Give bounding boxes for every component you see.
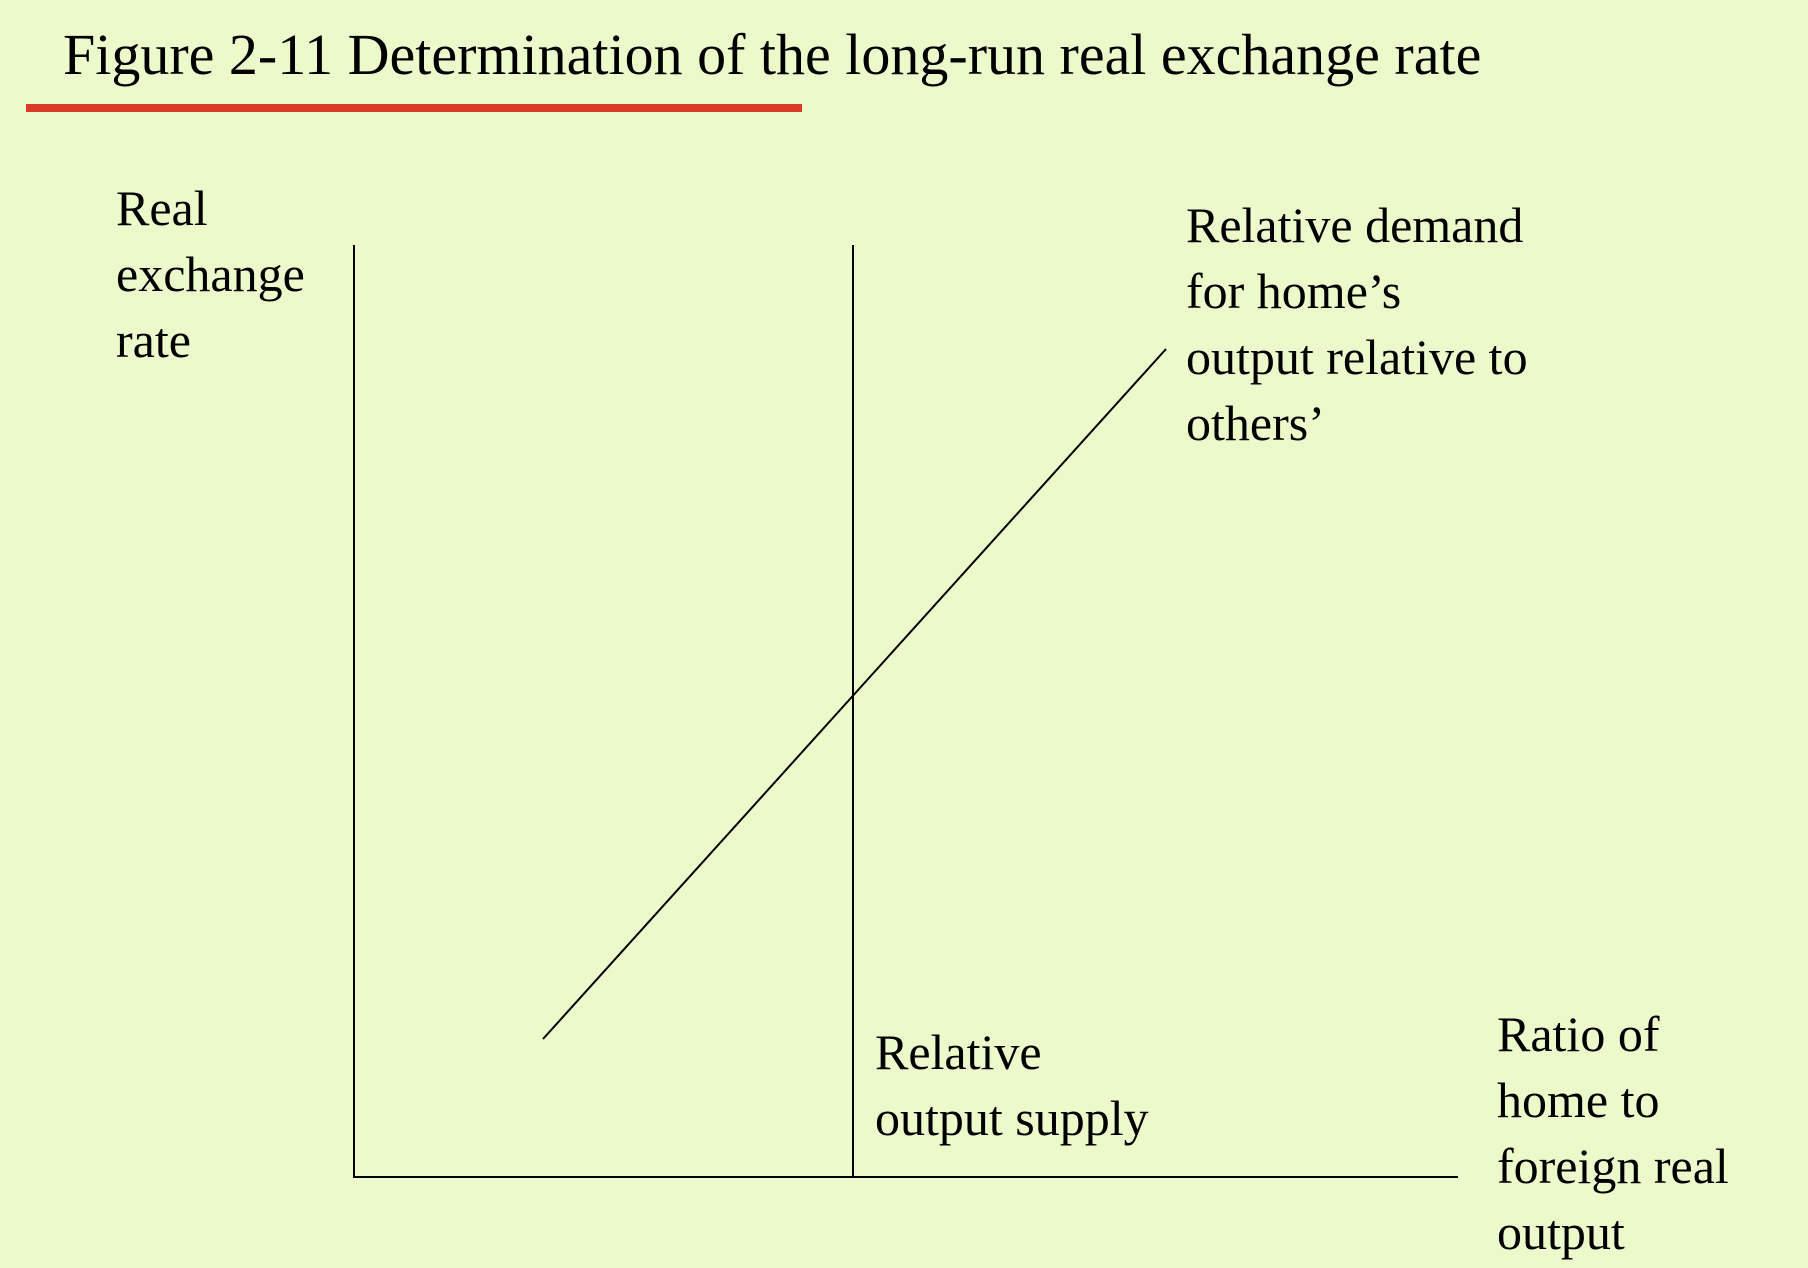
x-axis-label-line: home to [1497, 1072, 1660, 1128]
y-axis-label-line: Real [116, 180, 208, 236]
x-axis-label-line: foreign real [1497, 1138, 1729, 1194]
demand-curve-label: Relative demand for home’s output relati… [1186, 192, 1528, 456]
demand-label-line: Relative demand [1186, 197, 1524, 253]
figure-title: Figure 2-11 Determination of the long-ru… [63, 22, 1482, 87]
y-axis-label-line: rate [116, 312, 191, 368]
title-underline [26, 104, 802, 112]
supply-label-line: Relative [875, 1024, 1042, 1080]
supply-label-line: output supply [875, 1090, 1149, 1146]
y-axis-label: Real exchange rate [116, 175, 305, 373]
relative-demand-curve [542, 348, 1167, 1040]
supply-curve-label: Relative output supply [875, 1019, 1149, 1151]
x-axis-label-line: Ratio of [1497, 1006, 1660, 1062]
x-axis-label-line: output [1497, 1204, 1625, 1260]
demand-label-line: for home’s [1186, 263, 1402, 319]
demand-label-line: others’ [1186, 395, 1325, 451]
demand-label-line: output relative to [1186, 329, 1528, 385]
x-axis-label: Ratio of home to foreign real output [1497, 1001, 1729, 1265]
y-axis-label-line: exchange [116, 246, 305, 302]
